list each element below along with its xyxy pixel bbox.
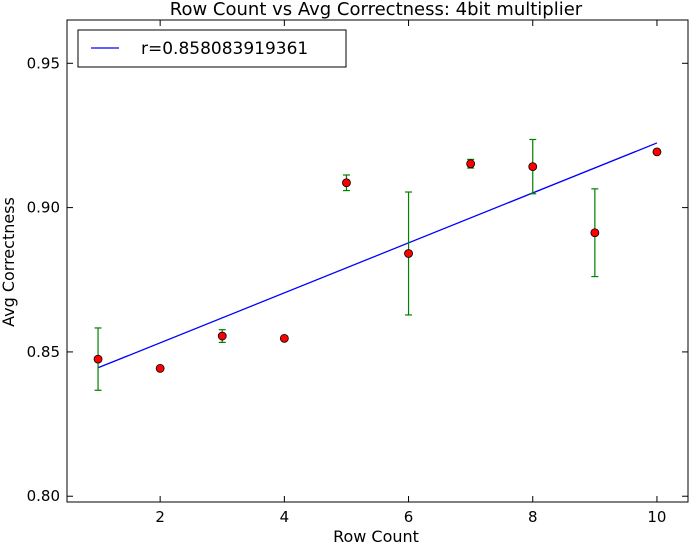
data-point [466, 159, 476, 169]
chart-title: Row Count vs Avg Correctness: 4bit multi… [170, 0, 583, 20]
x-tick-label: 10 [647, 508, 666, 526]
y-tick-label: 0.90 [27, 199, 60, 217]
y-axis-title: Avg Correctness [0, 197, 18, 327]
x-axis-title: Row Count [333, 527, 419, 546]
data-point [279, 333, 289, 343]
data-point [342, 178, 351, 188]
x-tick-label: 4 [280, 508, 290, 526]
x-tick-label: 8 [528, 508, 538, 526]
legend-box [77, 29, 347, 68]
data-point [155, 363, 165, 373]
y-tick-label: 0.95 [27, 54, 60, 72]
plot-area: 2 4 6 8 10 0.80 0.85 0.90 0.95 [27, 19, 689, 526]
x-tick-label: 2 [155, 508, 165, 526]
data-point [93, 354, 103, 364]
data-point [217, 331, 227, 341]
y-tick-label: 0.80 [27, 487, 60, 505]
legend-label: r=0.858083919361 [141, 39, 308, 59]
legend: r=0.858083919361 [77, 29, 347, 68]
x-tick-label: 6 [404, 508, 414, 526]
fit-line [97, 142, 658, 369]
y-tick-label: 0.85 [27, 343, 60, 361]
data-point [528, 162, 538, 172]
data-point [652, 147, 662, 157]
data-point [404, 249, 413, 258]
data-point [590, 228, 600, 238]
plot-frame [66, 19, 689, 503]
